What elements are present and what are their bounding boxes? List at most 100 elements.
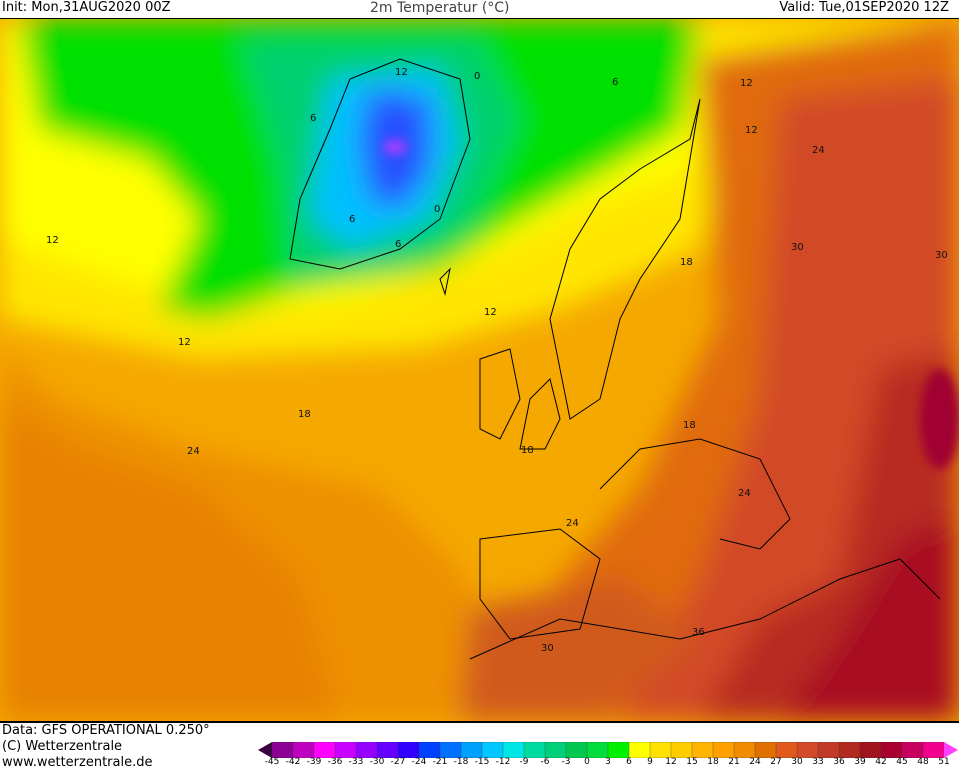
colorbar-tick-label: -24 [411,757,427,767]
colorbar-swatch [397,742,420,758]
colorbar-swatch [754,742,777,758]
colorbar-low-arrow [258,742,272,758]
colorbar-swatch [880,742,903,758]
colorbar-tick-label: 12 [665,757,677,767]
colorbar-swatch [922,742,945,758]
contour-label: 24 [187,446,200,457]
colorbar-swatch [502,742,525,758]
colorbar-swatch [460,742,483,758]
website-url[interactable]: www.wetterzentrale.de [2,755,153,770]
colorbar-tick-label: -15 [474,757,490,767]
colorbar-swatch [418,742,441,758]
colorbar-swatch [670,742,693,758]
colorbar-swatch [355,742,378,758]
colorbar-tick-label: -39 [306,757,322,767]
contour-label: 12 [395,67,408,78]
colorbar-tick-label: -9 [519,757,529,767]
init-time: Init: Mon,31AUG2020 00Z [2,0,171,15]
temperature-field [0,19,959,721]
colorbar-tick-label: -36 [327,757,343,767]
colorbar-tick-label: 42 [875,757,887,767]
copyright: (C) Wetterzentrale [2,739,123,754]
colorbar-tick-label: 39 [854,757,866,767]
colorbar-swatch [313,742,336,758]
contour-label: 30 [935,250,948,261]
colorbar-tick-label: -3 [561,757,571,767]
colorbar-tick-label: 0 [584,757,590,767]
contour-label: 18 [521,445,534,456]
colorbar-tick-label: 18 [707,757,719,767]
colorbar-tick-label: -6 [540,757,550,767]
coastlines [289,58,941,660]
contour-label: 0 [434,204,441,215]
colorbar-ticks: -45 -42 -39 -36 -33 -30 -27 -24 -21 -18 -15 -12 -9 -6… [0,757,959,769]
contour-label: 30 [791,242,804,253]
contour-label: 0 [474,71,481,82]
colorbar [258,742,958,758]
colorbar-tick-label: 21 [728,757,740,767]
colorbar-swatch [628,742,651,758]
contour-label: 18 [680,257,693,268]
contour-label: 24 [738,488,751,499]
colorbar-swatch [817,742,840,758]
colorbar-tick-label: -12 [495,757,511,767]
colorbar-high-arrow [944,742,958,758]
colorbar-swatch [691,742,714,758]
colorbar-tick-label: 33 [812,757,824,767]
colorbar-swatch [838,742,861,758]
colorbar-swatch [649,742,672,758]
colorbar-tick-label: -27 [390,757,406,767]
contour-label: 24 [566,518,579,529]
colorbar-tick-label: -45 [264,757,280,767]
colorbar-swatch [733,742,756,758]
contour-label: 6 [395,239,402,250]
colorbar-swatch [712,742,735,758]
data-source: Data: GFS OPERATIONAL 0.250° [2,723,210,738]
contour-label: 24 [812,145,825,156]
colorbar-tick-label: -42 [285,757,301,767]
colorbar-tick-label: 24 [749,757,761,767]
colorbar-swatch [586,742,609,758]
temperature-map[interactable]: 12 0 6 12 6 12 24 0 6 6 12 30 30 18 12 1… [0,18,959,723]
valid-time: Valid: Tue,01SEP2020 12Z [779,0,949,15]
colorbar-tick-label: 6 [626,757,632,767]
colorbar-tick-label: -21 [432,757,448,767]
colorbar-tick-label: -33 [348,757,364,767]
colorbar-swatch [334,742,357,758]
colorbar-swatch [901,742,924,758]
map-title: 2m Temperatur (°C) [370,0,510,16]
contour-label: 12 [178,337,191,348]
colorbar-swatch [775,742,798,758]
colorbar-swatch [271,742,294,758]
contour-label: 12 [484,307,497,318]
colorbar-tick-label: 9 [647,757,653,767]
colorbar-tick-label: 3 [605,757,611,767]
colorbar-swatch [376,742,399,758]
contour-label: 18 [298,409,311,420]
colorbar-tick-label: -18 [453,757,469,767]
contour-label: 6 [612,77,619,88]
contour-label: 36 [692,627,705,638]
colorbar-swatch [439,742,462,758]
colorbar-tick-label: 48 [917,757,929,767]
colorbar-swatch [565,742,588,758]
colorbar-tick-label: 51 [938,757,950,767]
contour-label: 12 [46,235,59,246]
colorbar-tick-label: 45 [896,757,908,767]
colorbar-tick-label: 15 [686,757,698,767]
colorbar-swatch [607,742,630,758]
contour-label: 18 [683,420,696,431]
contour-label: 12 [740,78,753,89]
colorbar-tick-label: -30 [369,757,385,767]
colorbar-swatch [544,742,567,758]
colorbar-swatch [796,742,819,758]
colorbar-swatch [481,742,504,758]
contour-label: 12 [745,125,758,136]
colorbar-swatch [292,742,315,758]
colorbar-tick-label: 36 [833,757,845,767]
contour-label: 6 [310,113,317,124]
colorbar-swatch [859,742,882,758]
contour-label: 6 [349,214,356,225]
contour-label: 30 [541,643,554,654]
colorbar-tick-label: 27 [770,757,782,767]
